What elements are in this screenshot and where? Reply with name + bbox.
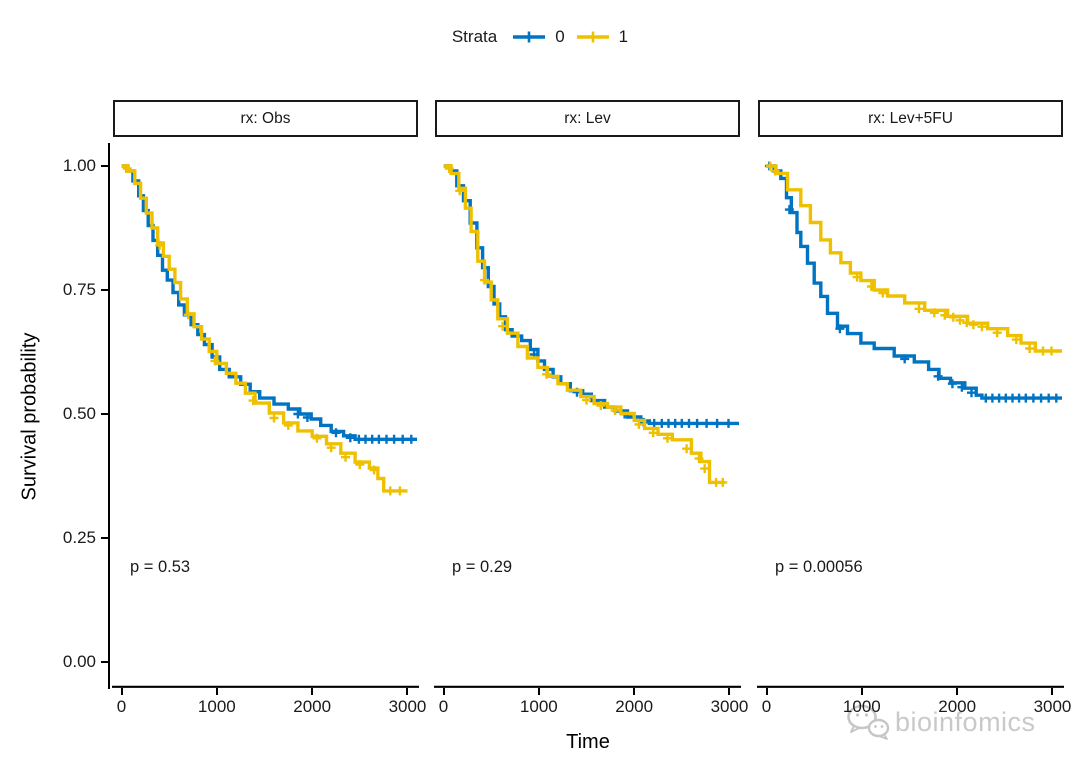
- p-value-label: p = 0.29: [452, 558, 513, 576]
- x-tick-mark: [633, 688, 636, 695]
- facet-panel-3: [757, 161, 1064, 688]
- y-axis-line: [108, 143, 110, 689]
- x-tick-label: 1000: [197, 697, 236, 716]
- facet-strip: rx: Lev: [435, 100, 740, 137]
- x-tick-mark: [860, 688, 863, 695]
- x-tick-label: 3000: [1033, 697, 1072, 716]
- legend-entry-undefined: 0: [511, 26, 565, 48]
- y-tick-mark: [101, 413, 108, 415]
- x-tick-label: 1000: [519, 697, 558, 716]
- y-tick-label: 0.25: [62, 528, 96, 547]
- x-tick-label: 2000: [938, 697, 977, 716]
- legend-entry-label: 1: [618, 27, 629, 46]
- y-tick-label: 1.00: [62, 156, 96, 175]
- x-tick-mark: [728, 688, 731, 695]
- legend-title: Strata: [451, 27, 498, 46]
- y-tick-mark: [101, 537, 108, 539]
- y-tick-label: 0.00: [62, 652, 96, 671]
- x-tick-mark: [765, 688, 768, 695]
- facet-strip-label: rx: Obs: [240, 109, 291, 127]
- x-tick-mark: [406, 688, 409, 695]
- x-tick-label: 3000: [388, 697, 427, 716]
- y-tick-label: 0.50: [62, 404, 96, 423]
- x-tick-mark: [956, 688, 959, 695]
- x-axis-title: Time: [566, 731, 610, 753]
- strata-legend: Strata 0 1: [0, 26, 1080, 48]
- p-value-label: p = 0.00056: [775, 558, 863, 576]
- x-tick-label: 3000: [710, 697, 749, 716]
- x-tick-mark: [311, 688, 314, 695]
- facet-panel-1: [112, 164, 419, 688]
- legend-entry-label: 0: [555, 27, 565, 46]
- x-tick-label: 2000: [615, 697, 654, 716]
- x-tick-mark: [537, 688, 540, 695]
- facet-strip: rx: Lev+5FU: [758, 100, 1063, 137]
- x-tick-label: 0: [761, 697, 772, 716]
- x-tick-label: 0: [116, 697, 127, 716]
- x-tick-label: 1000: [842, 697, 881, 716]
- y-tick-mark: [101, 165, 108, 167]
- x-tick-label: 2000: [293, 697, 332, 716]
- x-tick-mark: [442, 688, 445, 695]
- x-tick-mark: [120, 688, 123, 695]
- y-tick-mark: [101, 289, 108, 291]
- x-tick-mark: [1051, 688, 1054, 695]
- facet-panel-2: [434, 164, 741, 688]
- y-tick-mark: [101, 661, 108, 663]
- facet-strip-label: rx: Lev: [564, 109, 611, 127]
- legend-key-icon: [576, 31, 609, 43]
- facet-strip: rx: Obs: [113, 100, 418, 137]
- legend-entry-undefined: 1: [575, 26, 628, 48]
- p-value-label: p = 0.53: [130, 558, 191, 576]
- facet-strip-label: rx: Lev+5FU: [868, 109, 953, 127]
- x-tick-label: 0: [438, 697, 449, 716]
- y-tick-label: 0.75: [62, 280, 96, 299]
- x-tick-mark: [215, 688, 218, 695]
- legend-key-icon: [513, 31, 546, 43]
